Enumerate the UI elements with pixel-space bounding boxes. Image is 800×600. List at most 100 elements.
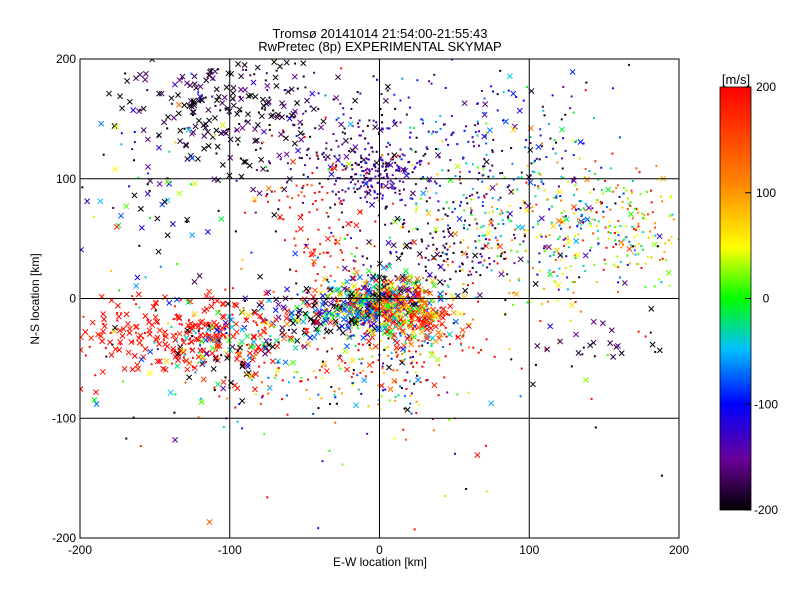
- data-point-dot: [400, 253, 403, 256]
- data-point-dot: [188, 319, 191, 322]
- data-point-dot: [298, 309, 301, 312]
- data-point-dot: [147, 172, 150, 175]
- data-point-dot: [436, 173, 439, 176]
- data-point-dot: [333, 203, 336, 206]
- data-point-dot: [422, 154, 425, 157]
- data-point-dot: [330, 386, 333, 389]
- data-point-dot: [144, 332, 147, 335]
- data-point-dot: [189, 337, 192, 340]
- data-point-dot: [479, 253, 482, 256]
- data-point-cross: [419, 322, 426, 329]
- data-point-dot: [199, 344, 202, 347]
- data-point-cross: [278, 131, 285, 138]
- data-point-dot: [533, 161, 536, 164]
- data-point-cross: [358, 298, 365, 305]
- data-point-dot: [476, 191, 479, 194]
- data-point-dot: [401, 77, 404, 80]
- data-point-dot: [560, 254, 563, 257]
- data-point-cross: [251, 334, 257, 341]
- data-point-dot: [341, 360, 344, 363]
- data-point-dot: [463, 209, 466, 212]
- data-point-dot: [407, 325, 410, 328]
- data-point-cross: [181, 102, 188, 109]
- data-point-dot: [635, 207, 638, 210]
- data-point-dot: [357, 163, 360, 166]
- data-point-dot: [372, 289, 375, 292]
- data-point-dot: [389, 252, 392, 255]
- data-point-dot: [423, 289, 426, 292]
- data-point-cross: [527, 179, 534, 186]
- data-point-dot: [522, 99, 525, 102]
- data-point-dot: [365, 157, 368, 160]
- data-point-dot: [445, 335, 448, 338]
- data-point-cross: [584, 176, 591, 183]
- data-point-cross: [349, 357, 356, 364]
- data-point-cross: [142, 76, 149, 83]
- data-point-cross: [184, 327, 191, 334]
- data-point-dot: [364, 148, 367, 151]
- data-point-dot: [531, 210, 534, 213]
- data-point-cross: [404, 335, 411, 342]
- data-point-dot: [481, 201, 484, 204]
- data-point-cross: [342, 348, 349, 355]
- data-point-dot: [524, 146, 527, 149]
- data-point-dot: [534, 364, 537, 367]
- x-tick-label: 0: [376, 543, 383, 557]
- data-point-cross: [481, 111, 488, 118]
- data-point-dot: [176, 263, 179, 266]
- data-point-dot: [217, 68, 220, 71]
- data-point-cross: [118, 212, 124, 219]
- data-point-cross: [191, 73, 198, 80]
- data-point-dot: [565, 255, 568, 258]
- data-point-dot: [441, 169, 444, 172]
- data-point-dot: [548, 234, 551, 237]
- data-point-cross: [248, 343, 255, 350]
- data-point-dot: [404, 438, 407, 441]
- data-point-dot: [422, 122, 425, 125]
- data-point-cross: [341, 302, 348, 309]
- data-point-dot: [644, 286, 647, 289]
- data-point-dot: [266, 89, 269, 92]
- data-point-dot: [560, 175, 563, 178]
- data-point-dot: [268, 128, 271, 131]
- data-point-dot: [385, 168, 388, 171]
- data-point-dot: [547, 123, 550, 126]
- data-point-cross: [456, 215, 463, 222]
- data-point-dot: [410, 321, 413, 324]
- data-point-dot: [540, 180, 543, 183]
- data-point-dot: [476, 102, 479, 105]
- data-point-dot: [405, 387, 408, 390]
- data-point-cross: [400, 346, 407, 353]
- data-point-dot: [231, 287, 234, 290]
- data-point-dot: [329, 206, 332, 209]
- data-point-dot: [313, 71, 316, 74]
- data-point-dot: [204, 96, 207, 99]
- data-point-dot: [312, 248, 315, 251]
- data-point-dot: [431, 351, 434, 354]
- data-point-dot: [563, 209, 566, 212]
- data-point-dot: [223, 335, 226, 338]
- data-point-dot: [419, 159, 422, 162]
- data-point-dot: [468, 170, 471, 173]
- data-point-dot: [359, 174, 362, 177]
- data-point-dot: [477, 130, 480, 133]
- data-point-cross: [199, 361, 206, 368]
- data-point-cross: [302, 310, 309, 317]
- data-point-cross: [135, 335, 142, 342]
- data-point-dot: [502, 251, 505, 254]
- data-point-dot: [340, 67, 343, 70]
- data-point-dot: [435, 247, 438, 250]
- data-point-cross: [246, 162, 253, 169]
- data-point-dot: [525, 181, 528, 184]
- data-point-dot: [544, 246, 547, 249]
- data-point-dot: [266, 496, 269, 499]
- data-point-cross: [457, 310, 463, 317]
- data-point-cross: [461, 100, 468, 107]
- data-point-dot: [575, 208, 578, 211]
- data-point-cross: [146, 331, 153, 338]
- data-point-dot: [320, 397, 323, 400]
- data-point-dot: [617, 290, 620, 293]
- data-point-cross: [605, 186, 612, 193]
- data-point-dot: [562, 176, 565, 179]
- data-point-cross: [656, 347, 663, 354]
